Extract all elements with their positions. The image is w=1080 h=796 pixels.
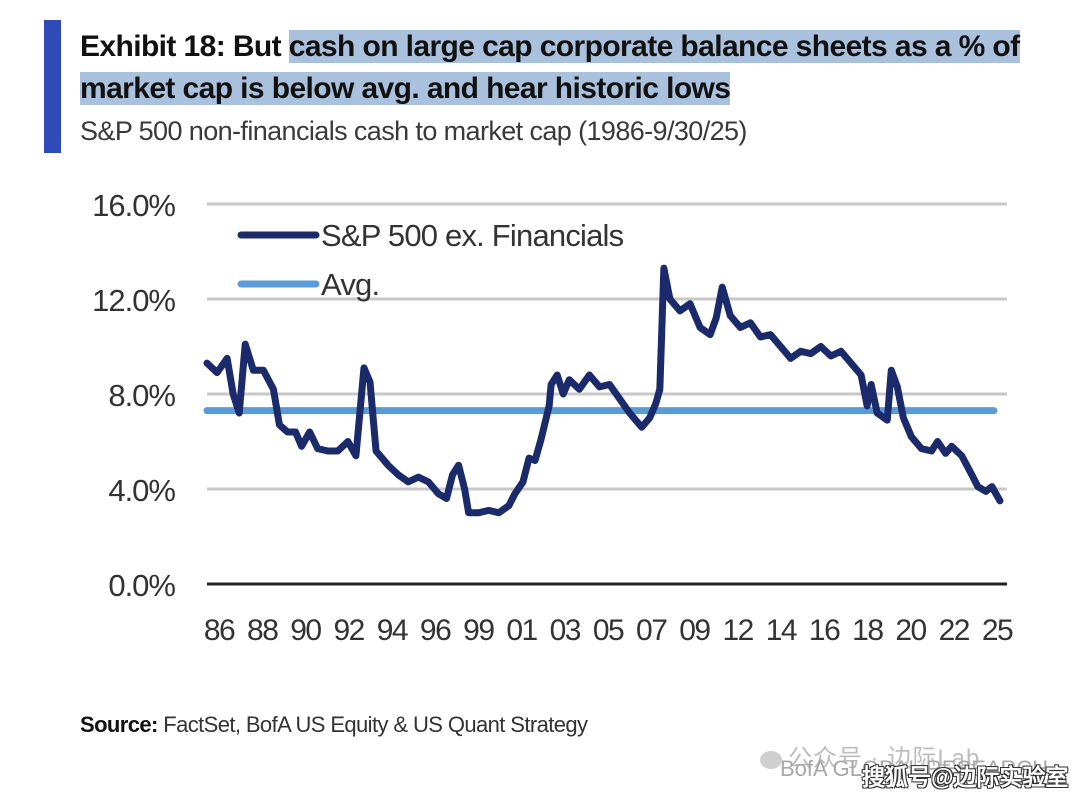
legend-label: Avg. [321, 267, 379, 302]
x-tick-label: 94 [377, 614, 408, 647]
x-tick-label: 20 [895, 614, 926, 647]
series-line-sp500-ex-financials [203, 264, 1004, 517]
x-tick-label: 03 [550, 614, 581, 647]
x-axis-tick-labels: 86 88 90 92 94 96 99 01 03 05 07 09 12 14 16 18 20 22 25 [204, 614, 1015, 647]
x-tick-label: 90 [290, 614, 321, 647]
line-chart: 0.0% 4.0% 8.0% 12.0% 16.0% 86 88 90 92 94 96 99 01 0… [92, 188, 1015, 647]
wechat-watermark: 公众号 · 边际Lab [760, 738, 980, 773]
y-tick-label: 12.0% [92, 283, 175, 318]
bofa-watermark: BofA GLOBAL RESEARCH [780, 756, 1049, 781]
wechat-watermark-text: 公众号 · 边际Lab [788, 745, 981, 772]
y-tick-label: 4.0% [108, 473, 175, 508]
source-note: Source: FactSet, BofA US Equity & US Qua… [80, 712, 588, 738]
source-text: FactSet, BofA US Equity & US Quant Strat… [157, 712, 588, 737]
y-tick-label: 8.0% [108, 378, 175, 413]
wechat-icon [760, 750, 782, 769]
x-tick-label: 96 [420, 614, 451, 647]
chart-title: Exhibit 18: But cash on large cap corpor… [80, 26, 1040, 110]
x-tick-label: 12 [722, 614, 753, 647]
x-tick-label: 99 [463, 614, 494, 647]
sohu-watermark: 搜狐号@边际实验室 [862, 764, 1069, 790]
x-tick-label: 88 [247, 614, 278, 647]
x-tick-label: 22 [939, 614, 970, 647]
legend: S&P 500 ex. Financials Avg. [237, 218, 624, 302]
x-tick-label: 16 [809, 614, 840, 647]
x-tick-label: 25 [982, 614, 1013, 647]
series-lines [203, 264, 1004, 517]
x-tick-label: 14 [766, 614, 797, 647]
x-tick-label: 05 [593, 614, 624, 647]
x-tick-label: 92 [333, 614, 364, 647]
legend-label: S&P 500 ex. Financials [321, 218, 624, 253]
x-tick-label: 07 [636, 614, 667, 647]
x-tick-label: 09 [679, 614, 710, 647]
chart-subtitle: S&P 500 non-financials cash to market ca… [80, 116, 747, 146]
title-prefix: Exhibit 18: But [80, 30, 289, 63]
x-tick-label: 01 [506, 614, 537, 647]
x-tick-label: 86 [204, 614, 235, 647]
y-tick-label: 0.0% [108, 568, 175, 603]
source-label: Source: [80, 712, 158, 737]
title-accent-bar [44, 20, 61, 153]
y-axis-tick-labels: 0.0% 4.0% 8.0% 12.0% 16.0% [92, 188, 176, 603]
y-tick-label: 16.0% [92, 188, 175, 223]
x-tick-label: 18 [852, 614, 883, 647]
